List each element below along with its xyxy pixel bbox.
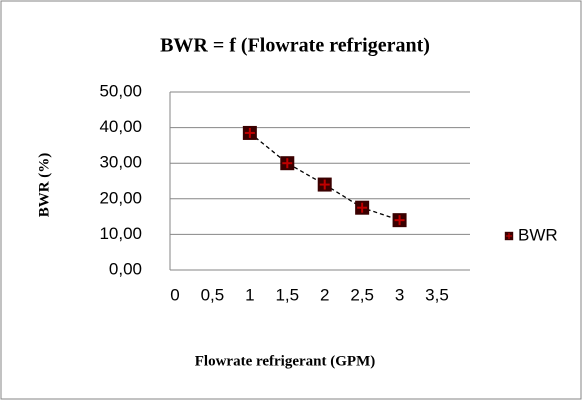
y-tick-label: 40,00 xyxy=(99,117,142,136)
x-tick-label: 2 xyxy=(320,285,329,304)
x-tick-label: 1 xyxy=(245,285,254,304)
y-tick-label: 0,00 xyxy=(109,259,142,278)
legend-marker xyxy=(504,231,514,241)
x-tick-label: 0 xyxy=(170,285,179,304)
x-tick-label: 0,5 xyxy=(201,285,225,304)
marker xyxy=(317,177,332,192)
y-tick-label: 50,00 xyxy=(99,81,142,100)
marker xyxy=(392,213,407,228)
x-tick-label: 1,5 xyxy=(275,285,299,304)
x-tick-label: 3 xyxy=(395,285,404,304)
legend-label: BWR xyxy=(518,225,558,244)
x-tick-label: 2,5 xyxy=(350,285,374,304)
marker xyxy=(242,125,257,140)
y-tick-label: 30,00 xyxy=(99,153,142,172)
chart-title: BWR = f (Flowrate refrigerant) xyxy=(160,35,430,57)
marker xyxy=(280,156,295,171)
marker xyxy=(355,200,370,215)
y-axis-title: BWR (%) xyxy=(36,153,52,218)
x-tick-label: 3,5 xyxy=(425,285,449,304)
y-tick-label: 20,00 xyxy=(99,188,142,207)
y-tick-label: 10,00 xyxy=(99,224,142,243)
x-axis-title: Flowrate refrigerant (GPM) xyxy=(195,353,375,369)
